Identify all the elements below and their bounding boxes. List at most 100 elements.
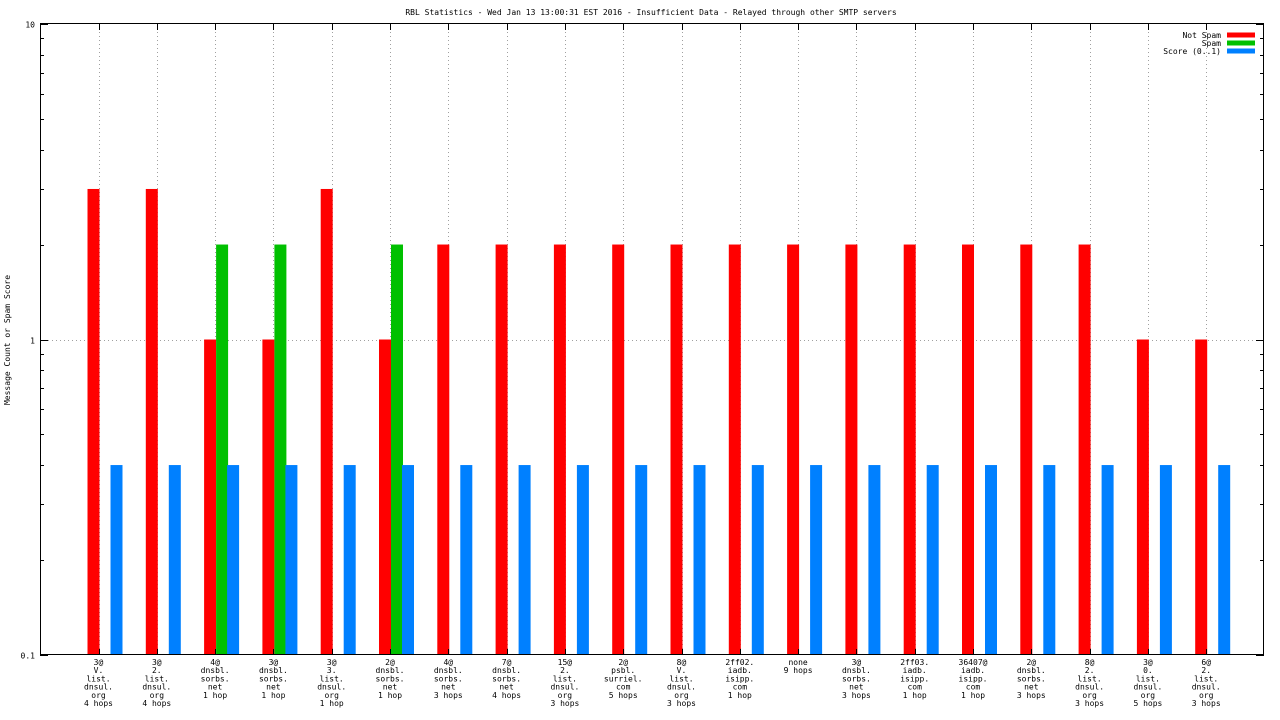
bars: [87, 188, 1231, 656]
not-spam-bar: [553, 244, 566, 656]
legend-label: Score (0..1): [1163, 47, 1221, 56]
axis-ticks: 0.1 1 10: [21, 21, 1264, 661]
score-bar: [227, 465, 240, 655]
score-bar: [1159, 465, 1172, 655]
score-bar: [343, 465, 356, 655]
not-spam-bar: [379, 339, 391, 655]
x-tick-label-line: dnsbl.: [492, 666, 521, 675]
x-tick-label-line: com: [966, 683, 981, 692]
score-bar: [285, 465, 298, 655]
x-tick-label-line: com: [733, 683, 748, 692]
not-spam-bar: [962, 244, 974, 656]
x-tick-label-line: sorbs.: [376, 674, 405, 683]
not-spam-bar: [145, 188, 158, 655]
x-tick-label-line: 2ff02.: [725, 658, 754, 667]
x-tick-label-line: dnsul.: [142, 683, 171, 692]
x-tick-label-line: net: [266, 683, 281, 692]
x-tick-label-line: sorbs.: [492, 674, 521, 683]
x-tick-label-line: sorbs.: [259, 674, 288, 683]
x-tick-label-line: 36407@: [959, 658, 988, 667]
not-spam-bar: [728, 244, 741, 656]
x-tick-label-line: 3@: [152, 658, 162, 667]
x-tick-label-line: com: [616, 683, 631, 692]
x-tick-label-line: dnsul.: [550, 683, 579, 692]
not-spam-bar: [495, 244, 508, 656]
x-tick-label-line: list.: [1078, 674, 1102, 683]
x-tick-label-line: isipp.: [725, 674, 754, 683]
not-spam-bar: [787, 244, 800, 656]
x-tick-label-line: 2@: [1026, 658, 1036, 667]
x-tick-label: 2@ dnsbl. sorbs. net 1 hop: [376, 658, 405, 700]
legend-swatch: [1227, 48, 1255, 54]
x-tick-label-line: list.: [86, 674, 110, 683]
x-tick-label-line: com: [907, 683, 922, 692]
x-tick-label-line: 2.: [1085, 666, 1095, 675]
x-tick-label: 6@ 2. list. dnsul. org 3 hops: [1192, 658, 1221, 708]
score-bar: [926, 465, 939, 655]
x-tick-label-line: 4 hops: [492, 691, 521, 700]
x-tick-label: 2@ psbl. surriel. com 5 hops: [604, 658, 643, 700]
x-tick-label-line: org: [1141, 691, 1156, 700]
x-tick-label-line: dnsul.: [667, 683, 696, 692]
x-tick-label-line: V.: [677, 666, 687, 675]
x-tick-label-line: 0.: [1143, 666, 1153, 675]
x-tick-label-line: surriel.: [604, 674, 643, 683]
x-tick-label-line: net: [849, 683, 864, 692]
x-tick-label-line: iadb.: [903, 666, 927, 675]
x-tick-label: 4@ dnsbl. sorbs. net 1 hop: [201, 658, 230, 700]
x-tick-label-line: 3@: [94, 658, 104, 667]
x-tick-label: 15@ 2. list. dnsul. org 3 hops: [550, 658, 579, 708]
x-tick-label-line: 2.: [152, 666, 162, 675]
not-spam-bar: [1020, 244, 1033, 656]
x-tick-label-line: dnsul.: [1192, 683, 1221, 692]
x-tick-label-line: dnsul.: [84, 683, 113, 692]
x-tick-label: 7@ dnsbl. sorbs. net 4 hops: [492, 658, 521, 700]
x-tick-label-line: 1 hop: [320, 699, 344, 708]
x-tick-label-line: sorbs.: [1017, 674, 1046, 683]
legend-label: Not Spam: [1182, 31, 1221, 40]
x-tick-label-line: iadb.: [728, 666, 752, 675]
x-tick-label: 8@ 2. list. dnsul. org 3 hops: [1075, 658, 1104, 708]
not-spam-bar: [1078, 244, 1091, 656]
legend-label: Spam: [1202, 39, 1221, 48]
x-tick-label-line: net: [383, 683, 398, 692]
plot-frame: [40, 23, 1264, 655]
x-tick-label-line: org: [91, 691, 106, 700]
x-tick-label-line: 1 hop: [203, 691, 227, 700]
x-tick-label-line: 4@: [210, 658, 220, 667]
x-tick-label-line: 5 hops: [1133, 699, 1162, 708]
x-tick-label: 2@ dnsbl. sorbs. net 3 hops: [1017, 658, 1046, 700]
x-tick-label: 3@ 0. list. dnsul. org 5 hops: [1133, 658, 1162, 708]
score-bar: [1043, 465, 1056, 655]
x-tick-label-line: 1 hop: [728, 691, 752, 700]
x-tick-label-line: org: [1199, 691, 1214, 700]
x-tick-label-line: 5 hops: [609, 691, 638, 700]
x-tick-label-line: none: [788, 658, 807, 667]
score-bar: [460, 465, 473, 655]
score-bar: [576, 465, 589, 655]
y-tick-label: 0.1: [21, 652, 36, 661]
x-tick-label-line: isipp.: [900, 674, 929, 683]
x-tick-label: 4@ dnsbl. sorbs. net 3 hops: [434, 658, 463, 700]
not-spam-bar: [845, 244, 858, 656]
x-tick-label: 36407@ iadb. isipp. com 1 hop: [959, 658, 988, 700]
y-axis-label: Message Count or Spam Score: [3, 275, 12, 405]
x-tick-label-line: 3@: [327, 658, 337, 667]
x-tick-label: none 9 hops: [784, 658, 813, 675]
x-tick-label-line: list.: [320, 674, 344, 683]
x-tick-label-line: 8@: [1085, 658, 1095, 667]
x-tick-label-line: sorbs.: [201, 674, 230, 683]
x-tick-label-line: 3 hops: [1075, 699, 1104, 708]
x-tick-label-line: dnsul.: [317, 683, 346, 692]
score-bar: [985, 465, 997, 655]
x-tick-label-line: org: [558, 691, 573, 700]
x-tick-label-line: net: [441, 683, 456, 692]
not-spam-bar: [204, 339, 217, 655]
x-tick-label-line: 6@: [1201, 658, 1211, 667]
not-spam-bar: [670, 244, 683, 656]
x-tick-label-line: 2@: [385, 658, 395, 667]
not-spam-bar: [1136, 339, 1149, 655]
x-tick-label-line: 15@: [558, 658, 573, 667]
x-tick-label-line: dnsbl.: [842, 666, 871, 675]
